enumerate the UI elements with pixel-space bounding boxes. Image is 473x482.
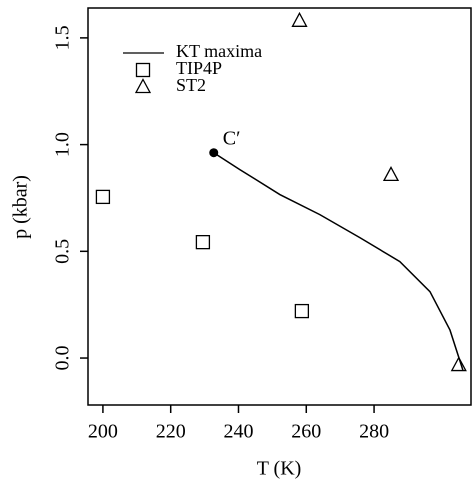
triangle-point <box>450 356 467 372</box>
legend-marker <box>134 78 152 94</box>
y-tick-label: 1.5 <box>52 25 74 50</box>
kt-curve <box>213 152 464 371</box>
triangle-point <box>382 166 400 182</box>
x-tick-label: 280 <box>359 421 389 443</box>
y-axis-label: p (kbar) <box>10 175 32 239</box>
legend-label: ST2 <box>176 75 206 95</box>
square-point <box>95 189 111 205</box>
square-point <box>294 303 310 319</box>
y-tick-label: 1.0 <box>52 132 74 157</box>
legend-label: KT maxima <box>176 41 262 61</box>
triangle-point <box>291 11 308 27</box>
plot-frame <box>87 7 472 406</box>
square-point <box>195 234 211 250</box>
critical-point <box>209 148 219 158</box>
x-tick-label: 260 <box>291 421 321 443</box>
legend-label: TIP4P <box>176 58 222 78</box>
x-tick-label: 220 <box>156 421 186 443</box>
legend-marker <box>135 62 151 78</box>
x-axis-label: T (K) <box>257 458 302 480</box>
y-tick-label: 0.0 <box>52 346 74 371</box>
annotation-label: C′ <box>223 127 241 149</box>
x-tick-label: 200 <box>88 421 118 443</box>
x-tick-label: 240 <box>223 421 253 443</box>
y-tick-label: 0.5 <box>52 239 74 264</box>
